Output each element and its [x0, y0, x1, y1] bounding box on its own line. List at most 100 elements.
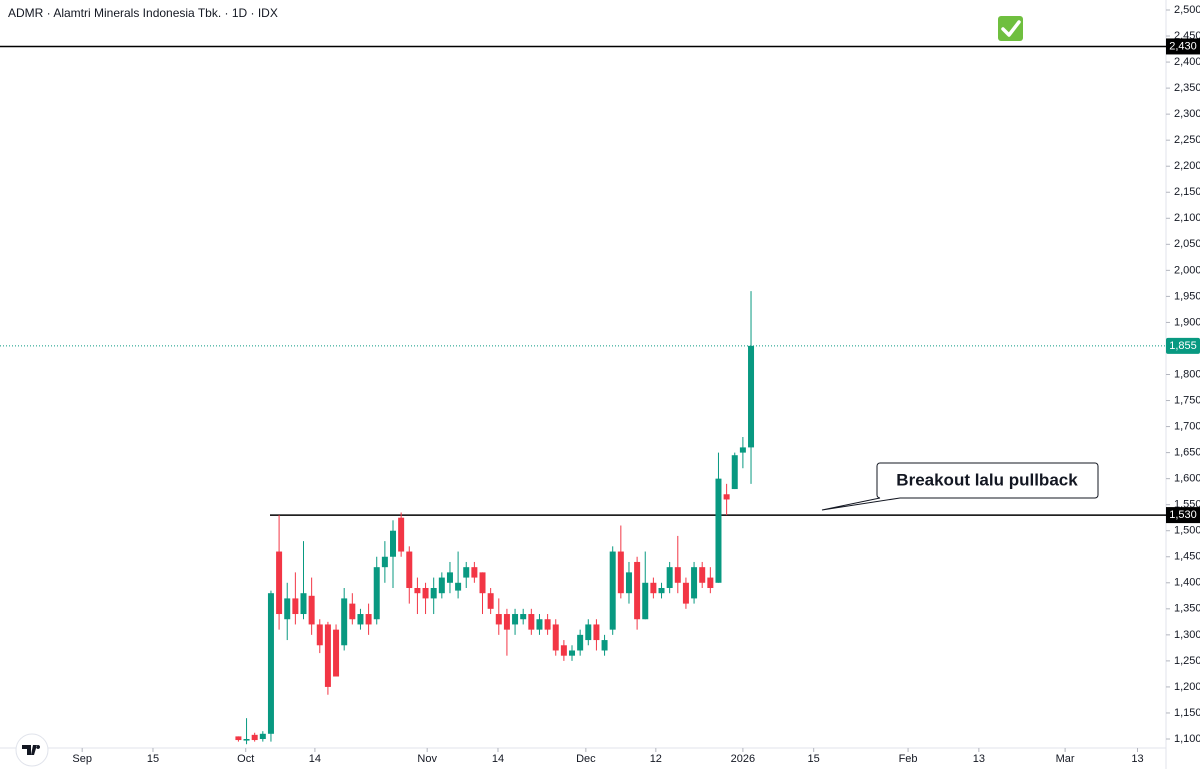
candle-body	[552, 624, 559, 651]
y-tick-label: 2,000	[1174, 264, 1200, 276]
candle	[243, 718, 250, 745]
candle	[748, 291, 755, 484]
candle-body	[495, 614, 502, 625]
candle	[642, 551, 649, 620]
y-tick-label: 2,250	[1174, 134, 1200, 146]
candle-body	[284, 598, 291, 620]
candle-body	[569, 650, 576, 656]
y-tick-label: 2,300	[1174, 108, 1200, 120]
candle	[650, 577, 657, 599]
x-tick-label: 13	[1131, 753, 1143, 765]
candle	[601, 634, 608, 656]
x-tick-label: 2026	[731, 753, 755, 765]
x-tick-label: 14	[309, 753, 321, 765]
candle-body	[276, 551, 283, 615]
x-tick-label: 14	[492, 753, 504, 765]
candle	[373, 556, 380, 625]
tv-logo	[15, 733, 49, 767]
candle	[625, 561, 632, 604]
candle-body	[422, 587, 429, 599]
candle-body	[430, 587, 437, 599]
candle	[723, 483, 730, 516]
price-label-box	[1166, 507, 1200, 524]
candle	[544, 614, 551, 635]
candle-body	[642, 582, 649, 620]
candle-body	[414, 587, 421, 594]
candle	[414, 577, 421, 615]
candle	[577, 629, 584, 656]
candle	[715, 452, 722, 583]
candle	[512, 608, 519, 635]
candle-body	[609, 551, 616, 630]
y-tick-label: 2,400	[1174, 56, 1200, 68]
candle-body	[503, 614, 510, 630]
candle	[666, 561, 673, 594]
y-tick-label: 1,600	[1174, 473, 1200, 485]
price-label: 1,530	[1169, 509, 1197, 521]
candle-body	[333, 629, 340, 677]
candle	[422, 582, 429, 615]
x-tick-label: Nov	[417, 753, 437, 765]
candle-body	[373, 567, 380, 620]
candle	[479, 572, 486, 615]
check-mark	[1001, 20, 1021, 37]
candle-body	[536, 619, 543, 630]
candle	[471, 561, 478, 583]
candle-body	[739, 447, 746, 453]
annotation: Breakout lalu pullback	[896, 470, 1078, 489]
candle	[528, 608, 535, 635]
candle	[284, 582, 291, 641]
candle-body	[593, 624, 600, 641]
candle-body	[585, 624, 592, 641]
candle-body	[487, 593, 494, 609]
candle	[390, 520, 397, 588]
candle-body	[650, 582, 657, 594]
candle-body	[625, 572, 632, 594]
candle	[536, 614, 543, 635]
candle-body	[406, 551, 413, 588]
candle	[699, 561, 706, 588]
candle-body	[341, 598, 348, 646]
candle-body	[251, 734, 258, 741]
candle	[674, 535, 681, 594]
candle-body	[691, 567, 698, 599]
candle-body	[243, 739, 250, 741]
candle-body	[235, 736, 242, 741]
candle	[349, 593, 356, 625]
y-tick-label: 1,200	[1174, 681, 1200, 693]
y-tick-label: 1,250	[1174, 655, 1200, 667]
y-tick-label: 1,100	[1174, 733, 1200, 745]
candle-body	[617, 551, 624, 594]
x-tick-label: Oct	[237, 753, 254, 765]
check-icon	[998, 16, 1023, 41]
candle	[455, 551, 462, 599]
candle-body	[520, 614, 527, 620]
candle	[552, 619, 559, 656]
y-tick-label: 2,350	[1174, 82, 1200, 94]
logo-glyph	[22, 745, 41, 755]
candle	[617, 525, 624, 599]
candle	[341, 587, 348, 651]
y-tick-label: 1,900	[1174, 316, 1200, 328]
candle	[520, 608, 527, 625]
candle	[357, 608, 364, 630]
candle	[739, 436, 746, 469]
candle-body	[544, 619, 551, 630]
candle-body	[731, 455, 738, 490]
candle-body	[577, 634, 584, 651]
price-label-box	[1166, 38, 1200, 55]
candle	[300, 541, 307, 620]
y-tick-label: 1,700	[1174, 420, 1200, 432]
candle	[487, 587, 494, 615]
candle-body	[634, 561, 641, 620]
candle	[259, 731, 266, 742]
candle	[463, 561, 470, 588]
candle-body	[455, 582, 462, 591]
candle-body	[560, 645, 567, 656]
candle	[707, 567, 714, 594]
candle	[333, 624, 340, 677]
candle-body	[365, 614, 372, 625]
candle	[438, 572, 445, 599]
